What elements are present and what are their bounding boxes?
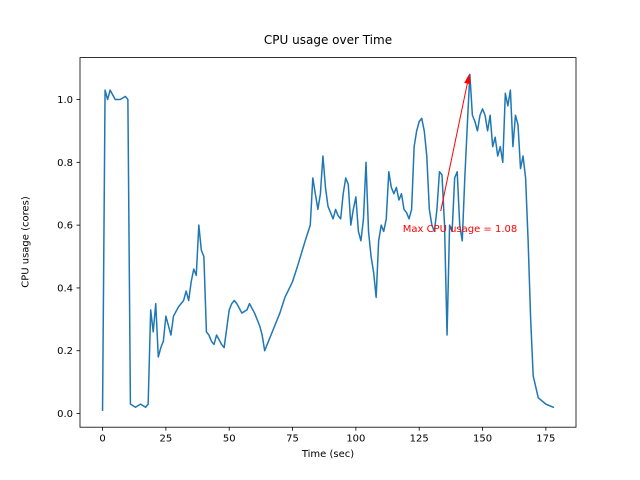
x-tick-label: 150: [473, 434, 492, 445]
y-axis-label: CPU usage (cores): [20, 196, 32, 288]
y-tick-label: 0.8: [57, 158, 73, 169]
x-tick-label: 100: [346, 434, 365, 445]
max-cpu-annotation-text: Max CPU usage = 1.08: [402, 224, 518, 236]
x-tick-label: 50: [223, 434, 236, 445]
x-tick-label: 75: [286, 434, 299, 445]
x-axis-label: Time (sec): [301, 449, 355, 460]
y-tick-label: 0.6: [57, 221, 73, 232]
y-tick-label: 0.0: [57, 409, 73, 420]
annotation-arrow-head: [464, 73, 471, 85]
y-tick-label: 1.0: [57, 95, 73, 106]
annotation-arrow-line: [440, 83, 468, 212]
x-tick-label: 25: [160, 434, 173, 445]
y-tick-label: 0.4: [57, 283, 73, 294]
x-tick-label: 0: [99, 434, 105, 445]
axes-spines: [79, 57, 577, 428]
x-tick-label: 175: [536, 434, 555, 445]
chart-title: CPU usage over Time: [263, 33, 393, 47]
x-tick-label: 125: [410, 434, 429, 445]
y-tick-label: 0.2: [57, 346, 73, 357]
cpu-usage-line-series: [101, 73, 555, 412]
